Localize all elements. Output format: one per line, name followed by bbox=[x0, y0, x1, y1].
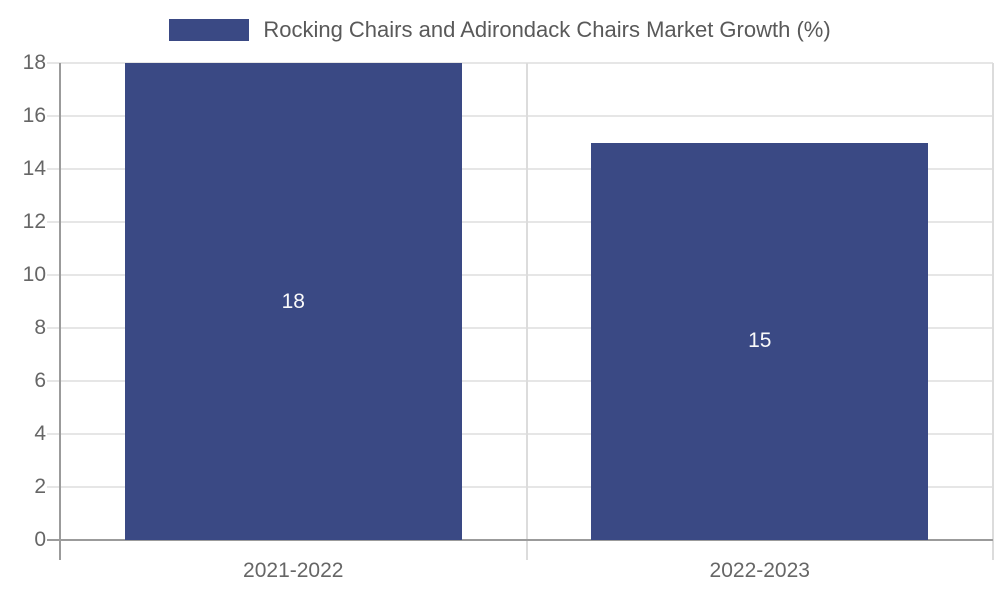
gridline bbox=[47, 62, 993, 64]
gridline bbox=[47, 274, 993, 276]
y-tick-label: 6 bbox=[34, 369, 46, 392]
chart-legend: Rocking Chairs and Adirondack Chairs Mar… bbox=[0, 16, 1000, 44]
y-tick-label: 14 bbox=[22, 157, 46, 180]
y-tick-label: 12 bbox=[22, 210, 46, 233]
y-tick-label: 2 bbox=[34, 475, 46, 498]
bar-value-label: 18 bbox=[281, 289, 305, 313]
category-separator-line bbox=[525, 63, 528, 560]
x-tick-label: 2022-2023 bbox=[709, 559, 810, 582]
category-separator-line bbox=[992, 63, 994, 560]
bar-value-label: 15 bbox=[748, 329, 772, 353]
legend-swatch bbox=[169, 19, 250, 41]
y-axis-line bbox=[59, 63, 61, 560]
y-tick-label: 4 bbox=[34, 422, 46, 445]
y-tick-label: 8 bbox=[34, 316, 46, 339]
bar bbox=[124, 63, 462, 540]
y-tick-label: 16 bbox=[22, 104, 46, 127]
plot-area: 18 15 bbox=[47, 62, 994, 560]
bar bbox=[591, 142, 929, 540]
gridline bbox=[47, 380, 993, 382]
y-tick-label: 10 bbox=[22, 263, 46, 286]
y-tick-label: 0 bbox=[34, 528, 46, 551]
y-tick-label: 18 bbox=[22, 51, 46, 74]
gridline bbox=[47, 168, 993, 170]
gridline bbox=[47, 433, 993, 435]
gridline bbox=[47, 327, 993, 329]
x-tick-label: 2021-2022 bbox=[243, 559, 344, 582]
gridline bbox=[47, 486, 993, 488]
gridline bbox=[47, 115, 993, 117]
x-axis-line bbox=[47, 539, 993, 541]
gridline bbox=[47, 221, 993, 223]
chart-title: Rocking Chairs and Adirondack Chairs Mar… bbox=[263, 17, 831, 42]
